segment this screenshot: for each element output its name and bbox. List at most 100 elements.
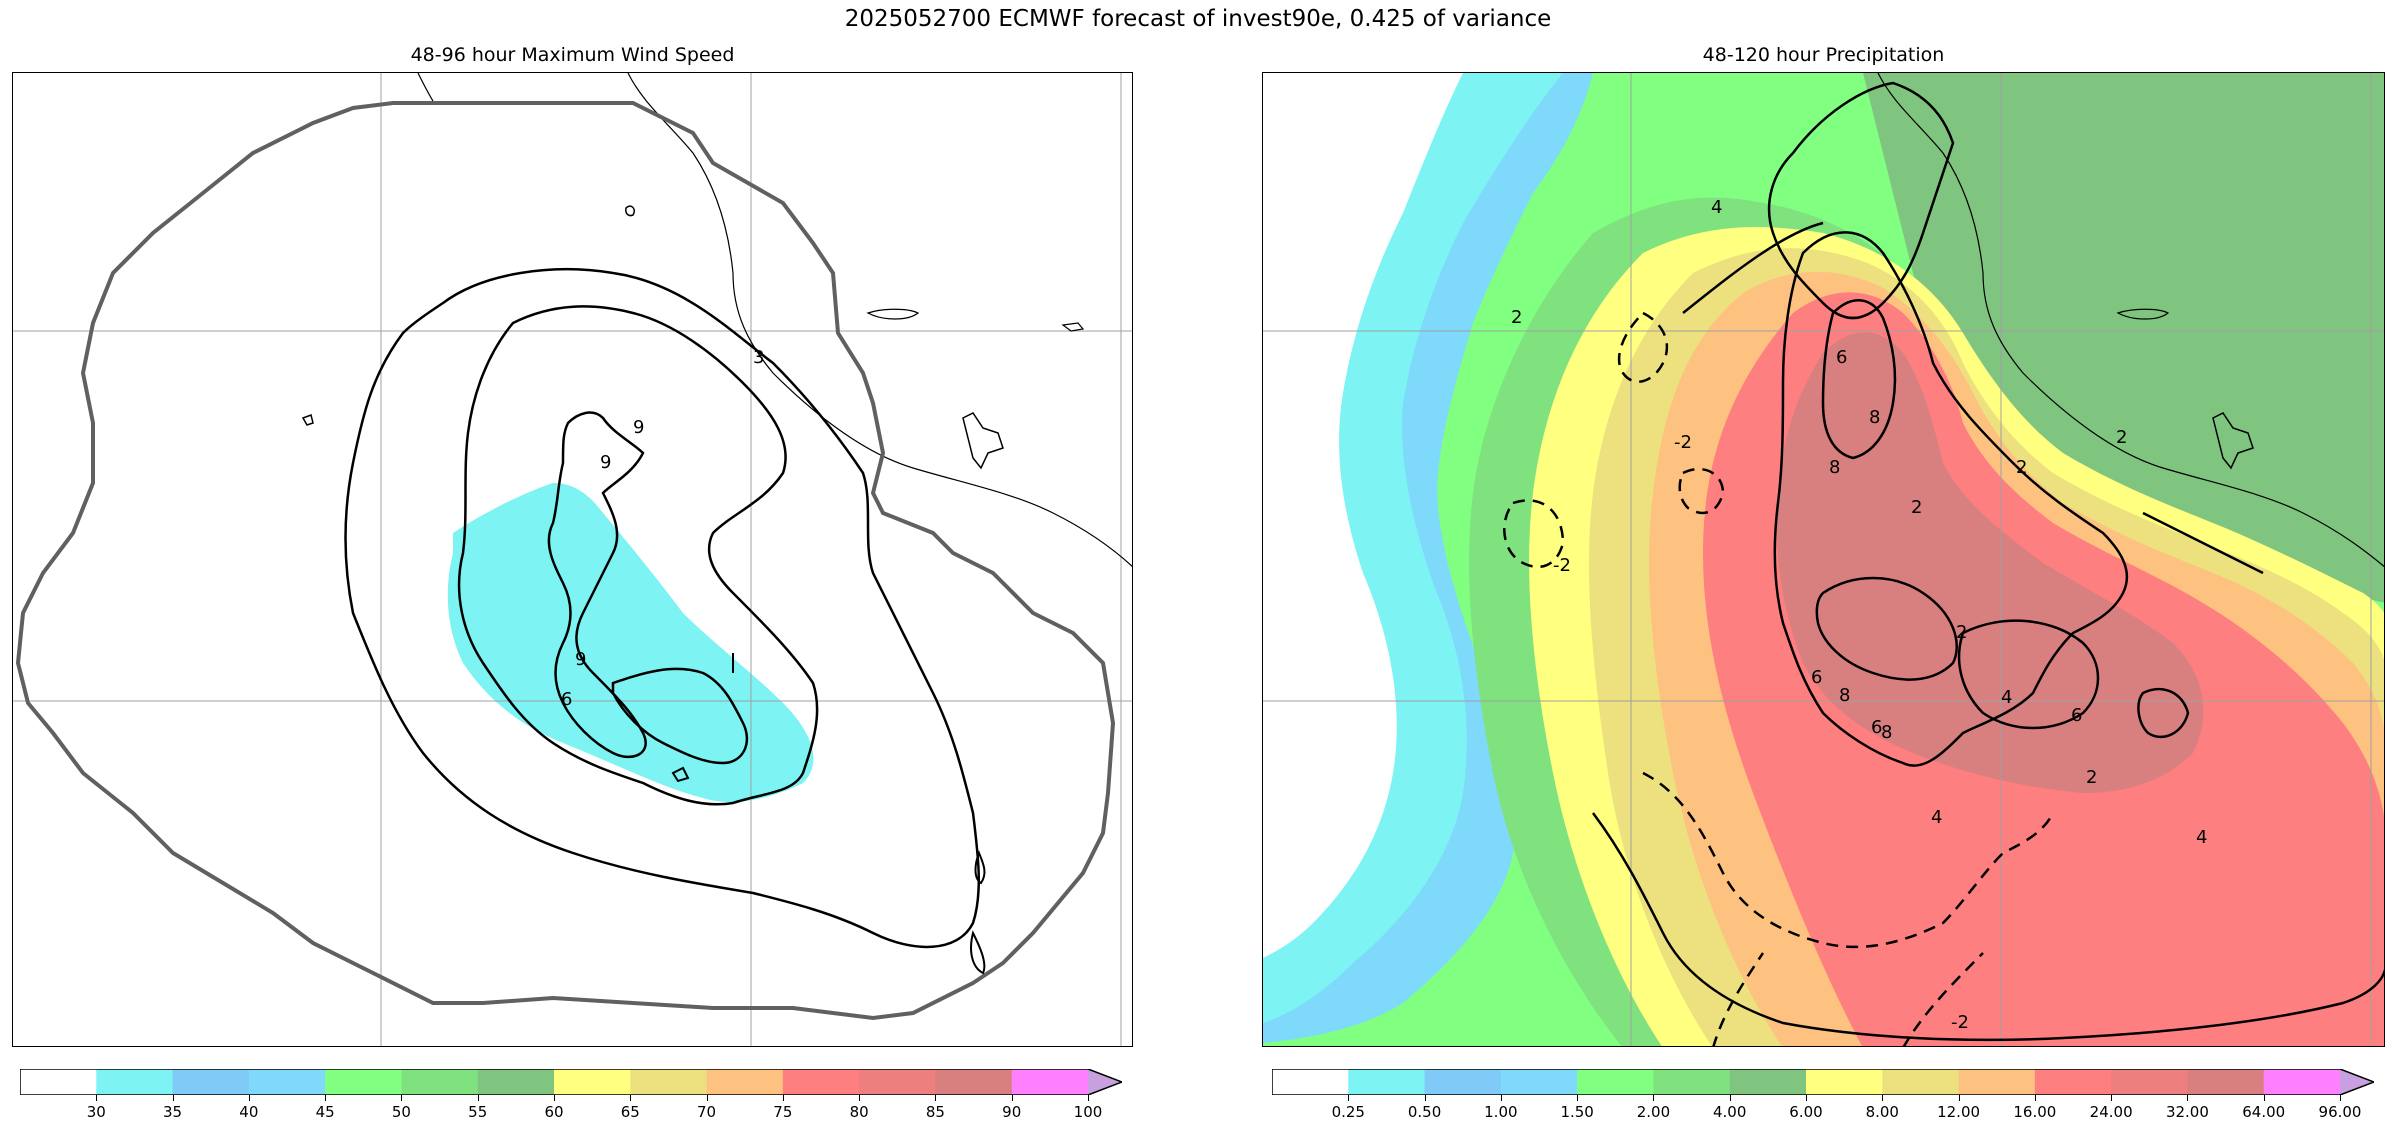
colorbar-tick-mark: [706, 1095, 708, 1101]
colorbar-tick-mark: [554, 1095, 555, 1101]
colorbar-tick-mark: [1882, 1095, 1884, 1101]
colorbar-segment: [1653, 1069, 1731, 1095]
colorbar-segment: [1348, 1069, 1426, 1095]
contour-label: 8: [1881, 722, 1892, 743]
colorbar-segment: [401, 1069, 479, 1095]
wind-panel-title: 48-96 hour Maximum Wind Speed: [410, 44, 735, 66]
contour-label: 6: [1871, 717, 1882, 738]
precip-panel-title: 48-120 hour Precipitation: [1702, 44, 1945, 66]
colorbar-tick-mark: [782, 1095, 784, 1101]
colorbar-segment: [2034, 1069, 2112, 1095]
colorbar-tick-label: 55: [468, 1103, 488, 1121]
colorbar-extend-arrow: [1088, 1069, 1122, 1095]
colorbar-tick-label: 60: [544, 1103, 564, 1121]
wind-outer-envelope: [15, 101, 1116, 1021]
colorbar-segment: [782, 1069, 860, 1095]
colorbar-segment: [1958, 1069, 2036, 1095]
contour-label: 2: [1956, 622, 1967, 643]
colorbar-segment: [1806, 1069, 1883, 1095]
colorbar-tick-label: 35: [163, 1103, 183, 1121]
colorbar-tick-label: 40: [239, 1103, 259, 1121]
contour-label: 8: [1839, 685, 1850, 706]
colorbar-svg: [1271, 1068, 2377, 1096]
colorbar-tick-label: 1.00: [1484, 1103, 1518, 1121]
contour-label: 6: [1836, 347, 1847, 368]
colorbar-tick-label: 0.50: [1407, 1103, 1442, 1121]
coastline: [627, 73, 1132, 567]
colorbar-tick-label: 70: [697, 1103, 717, 1121]
colorbar-tick-mark: [96, 1095, 98, 1101]
colorbar-tick-mark: [172, 1095, 174, 1101]
colorbar-segment: [20, 1069, 97, 1095]
colorbar-tick-mark: [630, 1095, 632, 1101]
figure-title: 2025052700 ECMWF forecast of invest90e, …: [844, 6, 1552, 32]
colorbar-tick-label: 85: [925, 1103, 945, 1121]
colorbar-segment: [1729, 1069, 1807, 1095]
colorbar-tick-mark: [1577, 1095, 1579, 1101]
colorbar-tick-label: 96.00: [2318, 1103, 2362, 1121]
colorbar-tick-mark: [1424, 1095, 1426, 1101]
contour-label: 8: [1829, 457, 1840, 478]
colorbar-tick-label: 100: [1073, 1103, 1103, 1121]
colorbar-tick-label: 65: [620, 1103, 640, 1121]
colorbar-segment: [2187, 1069, 2265, 1095]
colorbar-segment: [554, 1069, 631, 1095]
colorbar-segment: [1577, 1069, 1654, 1095]
colorbar-tick-label: 4.00: [1713, 1103, 1747, 1121]
colorbar-segment: [325, 1069, 402, 1095]
wind-map-panel[interactable]: 3 6 9 9 9: [12, 72, 1133, 1047]
colorbar-tick-label: 6.00: [1789, 1103, 1823, 1121]
contour-label: 4: [1931, 807, 1942, 828]
colorbar-tick-label: 80: [849, 1103, 869, 1121]
wind-contour-3: [344, 268, 980, 949]
colorbar-tick-mark: [401, 1095, 403, 1101]
colorbar-tick-mark: [2034, 1095, 2036, 1101]
precip-map-canvas: 4 2 6 8 8 2 -2 -2 2 2 2 6 8 6 4 6 8 2 4 …: [1263, 73, 2384, 1046]
colorbar-segment: [2263, 1069, 2341, 1095]
contour-label: 2: [2116, 427, 2127, 448]
colorbar-tick-mark: [859, 1095, 861, 1101]
contour-label: 3: [753, 347, 764, 368]
colorbar-segment: [935, 1069, 1013, 1095]
contour-label: 4: [2196, 827, 2207, 848]
colorbar-tick-label: 24.00: [2089, 1103, 2133, 1121]
precip-map-panel[interactable]: 4 2 6 8 8 2 -2 -2 2 2 2 6 8 6 4 6 8 2 4 …: [1262, 72, 2385, 1047]
colorbar-segment: [706, 1069, 784, 1095]
colorbar-tick-mark: [2340, 1095, 2341, 1101]
contour-label: 9: [633, 417, 644, 438]
colorbar-tick-label: 64.00: [2242, 1103, 2286, 1121]
wind-map-canvas: 3 6 9 9 9: [13, 73, 1132, 1046]
colorbar-tick-mark: [935, 1095, 937, 1101]
colorbar-tick-mark: [2263, 1095, 2265, 1101]
contour-label: 8: [1869, 407, 1880, 428]
contour-label: 9: [575, 649, 586, 670]
colorbar-segment: [1882, 1069, 1960, 1095]
colorbar-segment: [1011, 1069, 1089, 1095]
contour-label: 6: [561, 689, 572, 710]
colorbar-segment: [859, 1069, 936, 1095]
colorbar-segment: [630, 1069, 708, 1095]
colorbar-tick-mark: [248, 1095, 250, 1101]
colorbar-tick-label: 30: [86, 1103, 106, 1121]
contour-label: 2: [1511, 307, 1522, 328]
colorbar-segment: [248, 1069, 326, 1095]
colorbar-tick-label: 16.00: [2013, 1103, 2057, 1121]
contour-label: 9: [600, 452, 611, 473]
colorbar-svg: [19, 1068, 1125, 1096]
contour-label: 2: [2086, 767, 2097, 788]
contour-label: -2: [1553, 555, 1571, 576]
colorbar-tick-mark: [477, 1095, 479, 1101]
colorbar-tick-mark: [1500, 1095, 1502, 1101]
colorbar-segment: [1424, 1069, 1502, 1095]
colorbar-extend-arrow: [2340, 1069, 2374, 1095]
colorbar-tick-mark: [1348, 1095, 1350, 1101]
colorbar-segment: [2111, 1069, 2188, 1095]
contour-label: 2: [1911, 497, 1922, 518]
colorbar-tick-label: 90: [1002, 1103, 1022, 1121]
colorbar-tick-label: 45: [315, 1103, 335, 1121]
precip-colorbar: [1271, 1068, 2377, 1096]
colorbar-tick-mark: [1729, 1095, 1731, 1101]
colorbar-tick-label: 50: [391, 1103, 411, 1121]
colorbar-tick-label: 1.50: [1560, 1103, 1594, 1121]
wind-30-35-fill: [447, 483, 814, 803]
